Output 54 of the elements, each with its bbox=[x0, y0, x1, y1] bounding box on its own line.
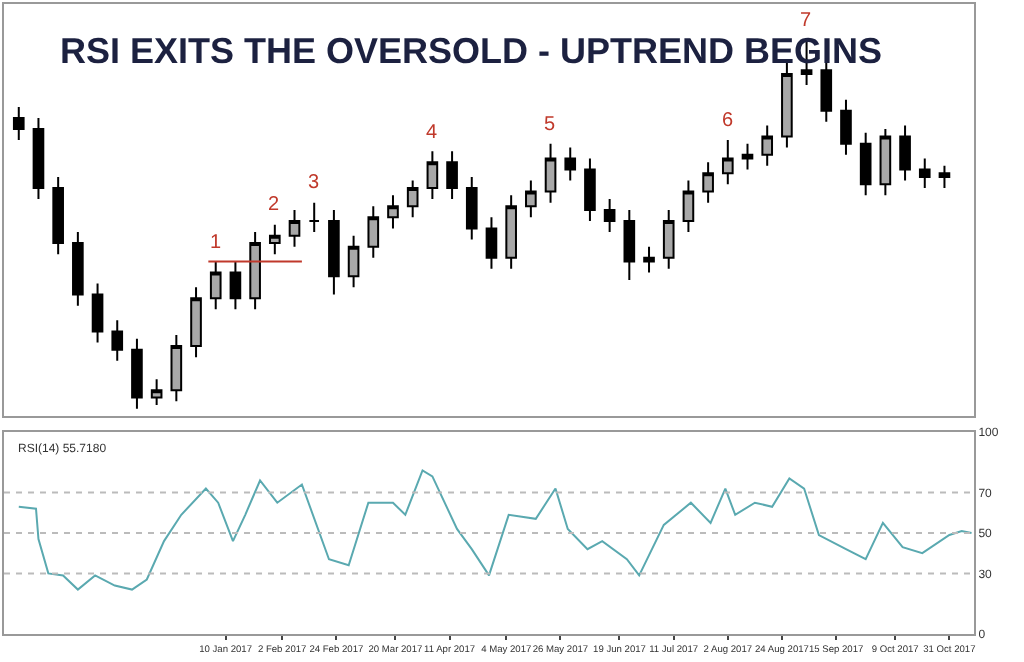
candlestick bbox=[446, 150, 458, 200]
candlestick bbox=[12, 106, 25, 142]
candlestick bbox=[52, 175, 64, 256]
candlestick bbox=[485, 216, 498, 270]
candlestick bbox=[918, 157, 931, 189]
candlestick bbox=[623, 209, 636, 281]
candlestick bbox=[643, 245, 655, 274]
candlestick bbox=[564, 146, 577, 182]
candlestick bbox=[288, 209, 301, 248]
candlestick bbox=[406, 179, 419, 219]
candlestick bbox=[268, 223, 281, 256]
candlestick bbox=[249, 231, 261, 311]
candlestick bbox=[347, 234, 360, 289]
candlestick bbox=[465, 175, 478, 241]
candlestick bbox=[32, 117, 45, 200]
candlestick bbox=[544, 142, 557, 204]
annotation: 7 bbox=[800, 10, 812, 32]
annotation: 5 bbox=[544, 114, 556, 136]
candlestick bbox=[662, 209, 675, 270]
candlestick bbox=[328, 209, 340, 296]
candlestick bbox=[899, 124, 911, 182]
candlestick bbox=[505, 194, 517, 270]
candlestick bbox=[367, 205, 380, 259]
candlestick bbox=[603, 197, 616, 234]
candlestick bbox=[308, 201, 321, 234]
annotation: 1 bbox=[210, 232, 222, 254]
candlestick bbox=[584, 157, 596, 223]
annotation: 2 bbox=[268, 194, 280, 216]
candlestick bbox=[761, 124, 774, 167]
line-series bbox=[17, 469, 973, 591]
candlestick bbox=[840, 98, 852, 156]
annotation: 6 bbox=[722, 110, 734, 132]
candlestick bbox=[879, 128, 892, 197]
candlestick bbox=[859, 131, 872, 197]
candlestick bbox=[190, 286, 202, 359]
candlestick bbox=[91, 282, 104, 344]
candlestick bbox=[702, 161, 714, 204]
candlestick bbox=[229, 260, 242, 311]
candlestick bbox=[72, 231, 84, 307]
candlestick bbox=[131, 337, 143, 410]
candlestick bbox=[209, 260, 222, 311]
annotation: 3 bbox=[308, 172, 320, 194]
candlestick bbox=[781, 61, 793, 149]
candlestick bbox=[721, 139, 734, 186]
candlestick bbox=[150, 378, 163, 406]
candlestick bbox=[525, 179, 537, 219]
annotation: 4 bbox=[426, 122, 438, 144]
candlestick bbox=[426, 150, 439, 200]
candlestick bbox=[682, 179, 695, 234]
candlestick bbox=[938, 164, 951, 189]
candlestick bbox=[111, 319, 124, 362]
candlestick bbox=[170, 334, 183, 403]
candlestick bbox=[741, 142, 754, 171]
candlestick bbox=[387, 194, 399, 230]
